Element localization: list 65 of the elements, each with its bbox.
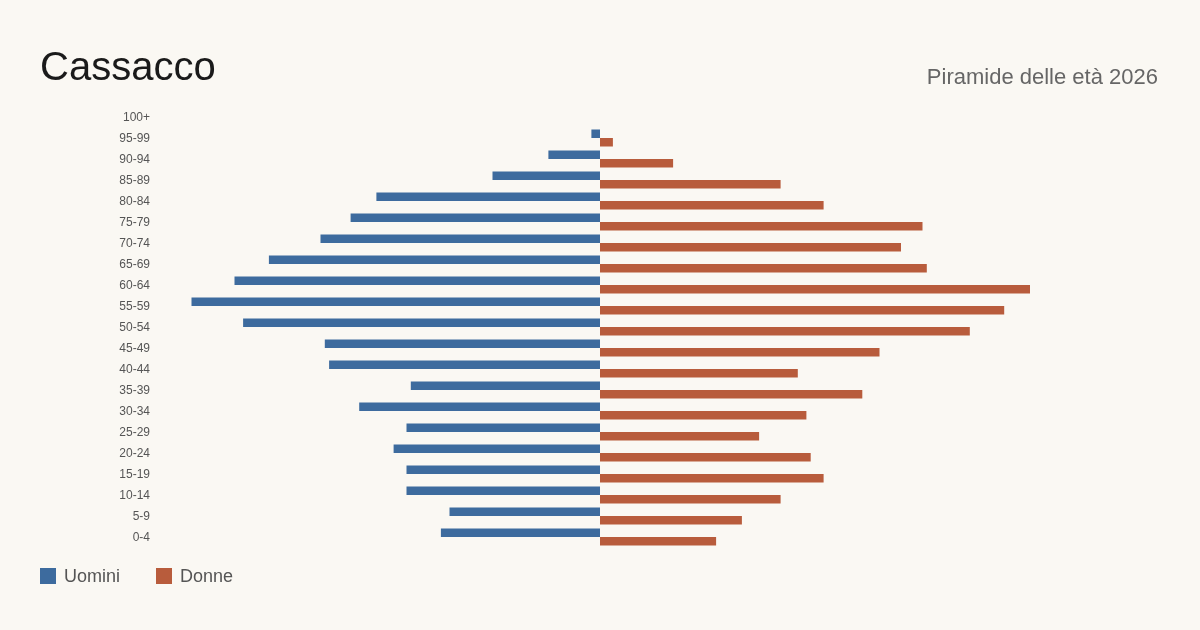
bar <box>600 285 1030 294</box>
legend-label: Donne <box>180 566 234 587</box>
bar <box>600 327 970 336</box>
y-tick-label: 70-74 <box>119 236 151 251</box>
bar <box>591 129 600 138</box>
bar <box>406 486 600 495</box>
bar <box>600 243 901 252</box>
y-tick-label: 100+ <box>122 110 150 125</box>
y-tick-label: 10-14 <box>119 488 151 503</box>
y-tick-label: 95-99 <box>119 131 151 146</box>
bar <box>600 264 927 273</box>
bar <box>600 537 717 546</box>
y-tick-label: 30-34 <box>119 404 151 419</box>
y-tick-label: 60-64 <box>119 278 151 293</box>
bar <box>548 150 600 159</box>
bar <box>410 381 600 390</box>
bar <box>243 318 600 327</box>
y-tick-label: 0-4 <box>132 530 151 545</box>
y-tick-label: 75-79 <box>119 215 151 230</box>
y-tick-label: 35-39 <box>119 383 151 398</box>
bar <box>600 369 798 378</box>
y-tick-label: 45-49 <box>119 341 151 356</box>
bar <box>376 192 600 201</box>
bar <box>600 453 811 462</box>
y-tick-label: 50-54 <box>119 320 151 335</box>
y-tick-label: 80-84 <box>119 194 151 209</box>
bar <box>440 528 600 537</box>
bar <box>359 402 600 411</box>
y-tick-label: 65-69 <box>119 257 151 272</box>
bar <box>268 255 600 264</box>
y-tick-label: 55-59 <box>119 299 151 314</box>
bar <box>320 234 600 243</box>
y-tick-label: 5-9 <box>132 509 151 524</box>
bar <box>492 171 600 180</box>
chart-title: Cassacco <box>40 44 216 88</box>
bar <box>406 423 600 432</box>
y-tick-label: 15-19 <box>119 467 151 482</box>
chart-subtitle: Piramide delle età 2026 <box>926 64 1158 89</box>
y-tick-label: 40-44 <box>119 362 151 377</box>
bar <box>600 348 880 357</box>
bar <box>329 360 600 369</box>
bar <box>600 180 781 189</box>
bar <box>600 306 1005 315</box>
bar <box>191 297 600 306</box>
y-tick-label: 25-29 <box>119 425 151 440</box>
bar <box>600 411 807 420</box>
bar <box>600 390 863 399</box>
bar <box>234 276 600 285</box>
y-tick-label: 85-89 <box>119 173 151 188</box>
legend-label: Uomini <box>64 566 121 587</box>
bar <box>600 432 760 441</box>
bar <box>324 339 600 348</box>
bar <box>449 507 600 516</box>
bar <box>600 222 923 231</box>
bar <box>600 159 674 168</box>
bar <box>350 213 600 222</box>
y-tick-label: 20-24 <box>119 446 151 461</box>
bar <box>600 474 824 483</box>
bar <box>600 516 742 525</box>
y-tick-label: 90-94 <box>119 152 151 167</box>
bar <box>600 201 824 210</box>
bar <box>600 495 781 504</box>
bar <box>406 465 600 474</box>
bar <box>600 138 613 147</box>
bar <box>393 444 600 453</box>
